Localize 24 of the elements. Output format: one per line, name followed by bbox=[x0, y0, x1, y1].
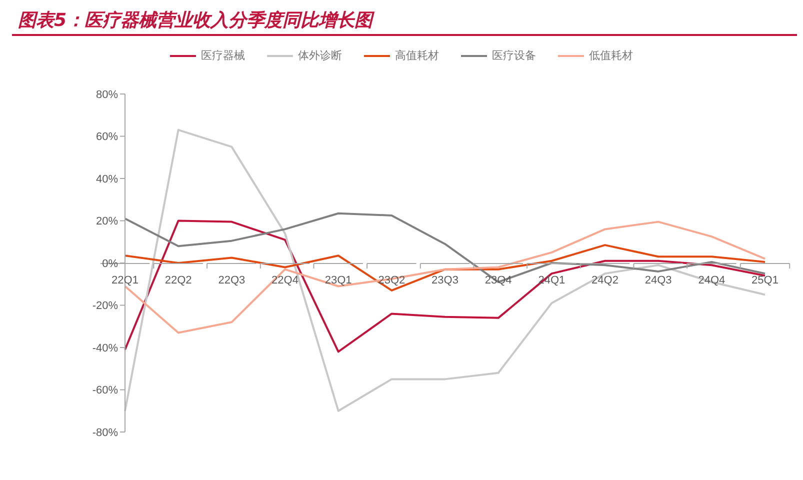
legend-label: 体外诊断 bbox=[298, 48, 342, 63]
y-tick-label: 0% bbox=[102, 258, 118, 270]
y-tick-label: 40% bbox=[96, 173, 118, 186]
y-tick-label: -40% bbox=[92, 342, 118, 354]
y-tick-label: -20% bbox=[92, 300, 118, 312]
x-tick-label: 23Q3 bbox=[432, 274, 458, 286]
y-tick-label: 80% bbox=[96, 88, 118, 101]
legend-label: 高值耗材 bbox=[395, 48, 439, 63]
x-tick-label: 23Q1 bbox=[324, 274, 352, 286]
legend-label: 医疗器械 bbox=[201, 48, 245, 63]
legend-label: 医疗设备 bbox=[492, 48, 536, 63]
y-tick-label: 60% bbox=[96, 131, 118, 144]
x-tick-label: 24Q3 bbox=[644, 274, 672, 286]
x-tick-label: 24Q4 bbox=[698, 274, 726, 286]
x-tick-label: 25Q1 bbox=[752, 274, 778, 286]
chart-title: 图表5：医疗器械营业收入分季度同比增长图 bbox=[18, 9, 373, 32]
y-tick-label: 20% bbox=[96, 216, 118, 228]
x-tick-label: 22Q2 bbox=[164, 274, 192, 286]
y-tick-label: -80% bbox=[92, 426, 118, 439]
x-tick-label: 24Q2 bbox=[592, 274, 618, 286]
x-tick-label: 22Q3 bbox=[218, 274, 246, 286]
x-tick-label: 22Q1 bbox=[112, 274, 138, 286]
y-tick-label: -60% bbox=[92, 384, 118, 397]
legend-label: 低值耗材 bbox=[589, 48, 633, 63]
